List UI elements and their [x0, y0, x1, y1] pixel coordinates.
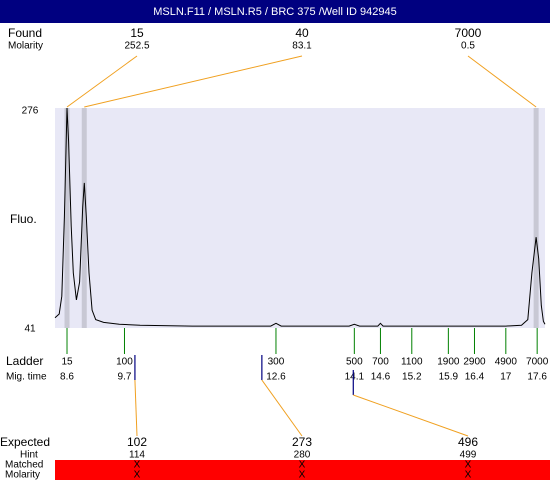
peak-band — [81, 108, 87, 328]
found-molarity: 252.5 — [124, 41, 149, 52]
ladder-time: 14.6 — [371, 372, 391, 383]
plot-area — [55, 108, 545, 328]
ladder-size: 100 — [116, 357, 133, 368]
ladder-time-label: Mig. time — [6, 372, 47, 383]
ladder-time: 15.2 — [402, 372, 422, 383]
expected-molarity: X — [465, 470, 472, 480]
expected-size: 273 — [292, 435, 312, 449]
ladder-size: 2900 — [463, 357, 486, 368]
ladder-label: Ladder — [6, 354, 43, 368]
found-size: 40 — [295, 26, 309, 40]
expected-hint: 114 — [129, 450, 145, 461]
ladder-time: 16.4 — [465, 372, 485, 383]
expected-matched: X — [465, 460, 472, 471]
found-molarity: 0.5 — [461, 41, 475, 52]
ladder-time: 8.6 — [60, 372, 74, 383]
peak-band — [64, 108, 70, 328]
y-tick-label: 41 — [24, 324, 36, 335]
ladder-size: 1100 — [401, 357, 423, 368]
hint-label: Hint — [20, 450, 38, 461]
expected-leader — [134, 379, 138, 437]
expected-hint: 499 — [460, 450, 477, 461]
ladder-time: 17 — [500, 372, 512, 383]
ladder-time: 12.6 — [266, 372, 286, 383]
expected-molarity: X — [299, 470, 306, 480]
match-bar — [55, 460, 550, 480]
found-leader — [467, 55, 537, 108]
found-size: 7000 — [455, 26, 482, 40]
ladder-time: 9.7 — [118, 372, 132, 383]
found-molarity-label: Molarity — [8, 41, 43, 52]
y-tick-label: 276 — [22, 106, 39, 117]
ladder-size: 15 — [61, 357, 73, 368]
found-label: Found — [8, 26, 42, 40]
expected-leader — [261, 379, 303, 437]
ladder-time: 15.9 — [439, 372, 459, 383]
expected-molarity: X — [134, 470, 141, 480]
ladder-size: 7000 — [526, 357, 549, 368]
expected-label: Expected — [0, 435, 50, 449]
ladder-time: 17.6 — [527, 372, 547, 383]
ladder-time: 14.1 — [345, 372, 365, 383]
header-title: MSLN.F11 / MSLN.R5 / BRC 375 /Well ID 94… — [153, 6, 397, 18]
expected-matched: X — [299, 460, 306, 471]
ladder-size: 1900 — [437, 357, 460, 368]
found-leader — [84, 55, 303, 108]
expected-hint: 280 — [294, 450, 311, 461]
found-size: 15 — [130, 26, 144, 40]
expected-leader — [353, 394, 469, 437]
expected-matched: X — [134, 460, 141, 471]
expected-size: 496 — [458, 435, 478, 449]
molarity-label: Molarity — [5, 470, 40, 480]
y-axis-label: Fluo. — [10, 212, 37, 226]
matched-label: Matched — [5, 460, 43, 471]
header-bar — [0, 0, 550, 23]
trace — [54, 107, 546, 327]
ladder-size: 300 — [268, 357, 285, 368]
expected-size: 102 — [127, 435, 147, 449]
ladder-size: 500 — [346, 357, 363, 368]
ladder-size: 4900 — [495, 357, 518, 368]
peak-band — [533, 108, 539, 328]
found-leader — [66, 55, 138, 108]
ladder-size: 700 — [372, 357, 389, 368]
found-molarity: 83.1 — [292, 41, 312, 52]
